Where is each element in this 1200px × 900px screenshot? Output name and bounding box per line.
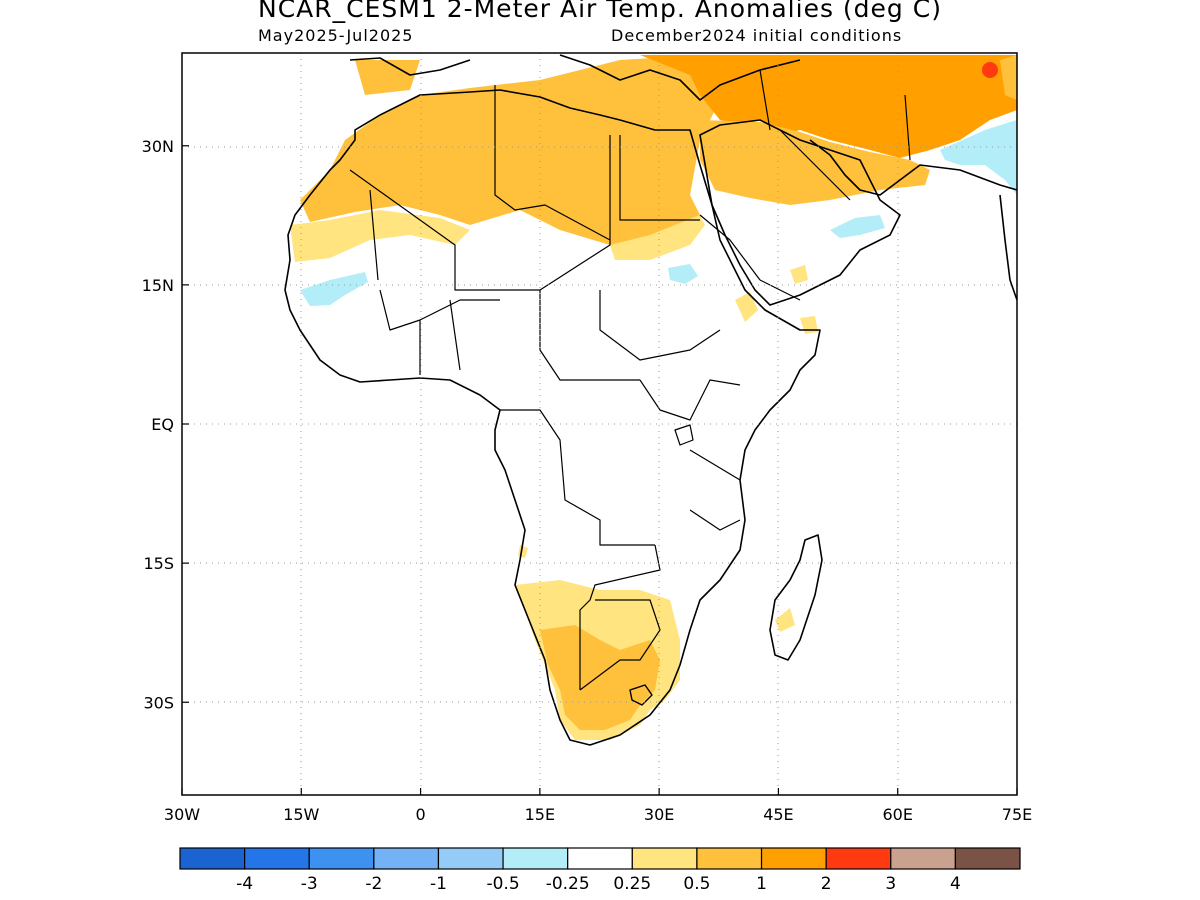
colorbar-swatch (179, 847, 246, 870)
lon-tick-label: 15W (283, 805, 319, 824)
persian-gulf-coast (809, 139, 1017, 196)
colorbar-label: -3 (301, 874, 318, 894)
chart-title: NCAR_CESM1 2-Meter Air Temp. Anomalies (… (258, 0, 942, 23)
lon-tick-label: 15E (525, 805, 555, 824)
colorbar-swatch (437, 847, 504, 870)
colorbar-swatch (502, 847, 569, 870)
colorbar-label: 1 (756, 874, 767, 894)
colorbar-swatch (567, 847, 633, 870)
lesotho-border (629, 684, 653, 706)
india-coast (999, 194, 1017, 301)
colorbar-swatch (696, 847, 763, 870)
lat-tick-label: 15N (142, 276, 174, 295)
map-content (182, 53, 1017, 795)
colorbar-swatch (760, 847, 827, 870)
anomaly-region-cool-iran (940, 120, 1017, 195)
colorbar-label: -4 (236, 874, 253, 894)
lat-axis: 30N 15N EQ 15S 30S (142, 137, 189, 712)
lat-tick-label: 30S (143, 693, 174, 712)
colorbar-swatch (631, 847, 698, 870)
anomaly-region-arabia (700, 55, 1017, 205)
colorbar-swatch (373, 847, 440, 870)
europe-coast (349, 54, 801, 101)
anomaly-region-middle-east (640, 55, 1017, 158)
anomaly-region-southern-africa (540, 625, 660, 730)
gridlines (182, 53, 1017, 795)
colorbar-label: -0.5 (486, 874, 519, 894)
anomaly-region-cool-oman (830, 215, 885, 238)
lon-tick-label: 30E (644, 805, 674, 824)
colorbar-label: 0.25 (613, 874, 651, 894)
lon-tick-label: 45E (763, 805, 793, 824)
colorbar-swatch (244, 847, 310, 870)
country-borders (349, 69, 911, 691)
lon-axis: 30W 15W 0 15E 30E 45E 60E 75E (164, 788, 1032, 824)
lon-tick-label: 75E (1002, 805, 1032, 824)
colorbar-label: 3 (885, 874, 896, 894)
anomaly-region-sahel-fringe (290, 210, 705, 262)
anomaly-region-hotspot (982, 62, 998, 78)
colorbar-swatch (825, 847, 892, 870)
madagascar (769, 534, 823, 661)
lake-victoria (674, 424, 694, 446)
coastlines (284, 54, 1017, 746)
anomaly-region-cool-sudan (668, 264, 698, 284)
colorbar-label: -0.25 (546, 874, 590, 894)
africa-coastline (284, 89, 821, 746)
lon-tick-label: 0 (415, 805, 425, 824)
colorbar-label: 4 (950, 874, 961, 894)
colorbar-label: -2 (365, 874, 382, 894)
colorbar-swatch (954, 847, 1021, 870)
lat-tick-label: 30N (142, 137, 174, 156)
anomaly-shading (290, 55, 1017, 740)
lon-tick-label: 30W (164, 805, 200, 824)
lat-tick-label: EQ (151, 415, 174, 434)
arabia-coastline (699, 119, 901, 306)
anomaly-region-ethiopia (735, 265, 818, 334)
initial-conditions: December2024 initial conditions (611, 26, 903, 45)
lon-tick-label: 60E (882, 805, 912, 824)
colorbar-swatch (890, 847, 956, 870)
forecast-period: May2025-Jul2025 (258, 26, 414, 45)
colorbar-label: 0.5 (683, 874, 710, 894)
colorbar-swatch (308, 847, 375, 870)
colorbar-label: 2 (821, 874, 832, 894)
colorbar: -4 -3 -2 -1 -0.5 -0.25 0.25 0.5 1 2 3 4 (179, 847, 1021, 894)
lat-tick-label: 15S (143, 554, 174, 573)
colorbar-label: -1 (430, 874, 447, 894)
anomaly-region-cool-senegal (300, 272, 368, 306)
